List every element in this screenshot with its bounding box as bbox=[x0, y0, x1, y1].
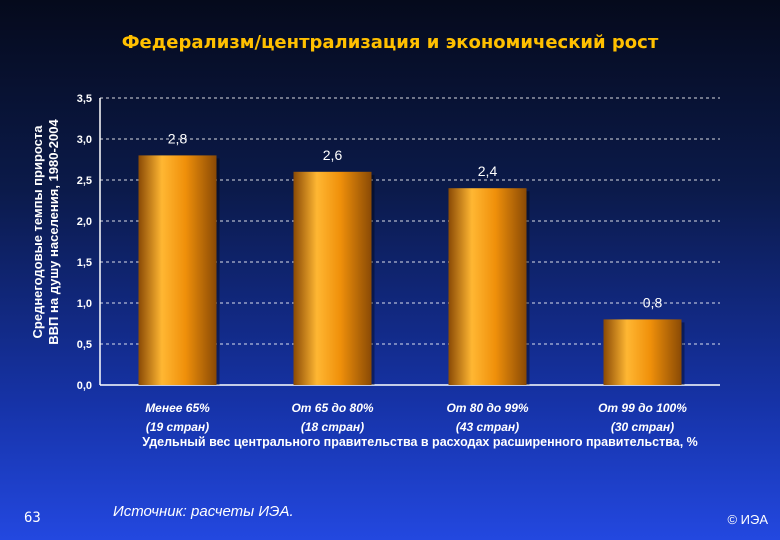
x-tick-label: (43 стран) bbox=[456, 420, 519, 434]
x-tick-label: (19 стран) bbox=[146, 420, 209, 434]
x-tick-label: От 80 до 99% bbox=[446, 401, 528, 415]
bar bbox=[603, 319, 682, 385]
source-note: Источник: расчеты ИЭА. bbox=[113, 503, 294, 520]
y-tick-label: 1,0 bbox=[77, 298, 92, 310]
x-tick-label: Менее 65% bbox=[145, 401, 210, 415]
y-tick-label: 0,5 bbox=[77, 339, 92, 351]
y-tick-label: 3,5 bbox=[77, 93, 92, 105]
bar bbox=[138, 155, 217, 385]
bar-value-label: 2,4 bbox=[478, 163, 498, 179]
x-axis-label: Удельный вес центрального правительства … bbox=[142, 435, 698, 449]
y-tick-label: 0,0 bbox=[77, 380, 92, 392]
chart-title: Федерализм/централизация и экономический… bbox=[121, 32, 659, 53]
copyright: © ИЭА bbox=[727, 512, 768, 527]
x-tick-label: (30 стран) bbox=[611, 420, 674, 434]
y-tick-label: 1,5 bbox=[77, 257, 92, 269]
x-tick-label: От 65 до 80% bbox=[291, 401, 373, 415]
y-tick-label: 2,0 bbox=[77, 216, 92, 228]
x-tick-label: От 99 до 100% bbox=[598, 401, 687, 415]
y-tick-label: 2,5 bbox=[77, 175, 92, 187]
x-tick-label: (18 стран) bbox=[301, 420, 364, 434]
page-number: 63 bbox=[24, 510, 41, 526]
bar bbox=[448, 188, 527, 385]
bar-value-label: 2,8 bbox=[168, 130, 188, 146]
bar bbox=[293, 171, 372, 385]
bar-value-label: 0,8 bbox=[643, 294, 663, 310]
y-tick-label: 3,0 bbox=[77, 134, 92, 146]
bar-value-label: 2,6 bbox=[323, 147, 343, 163]
